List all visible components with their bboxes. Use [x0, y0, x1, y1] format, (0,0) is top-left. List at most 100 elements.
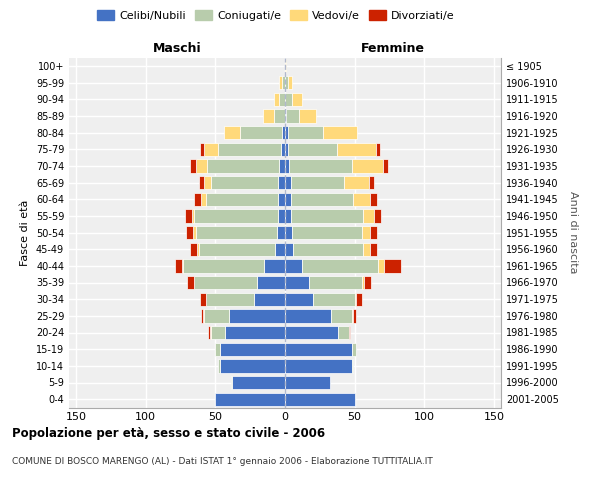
Bar	[286, 109, 299, 122]
Bar	[352, 342, 356, 356]
Bar	[193, 226, 196, 239]
Text: Femmine: Femmine	[361, 42, 425, 55]
Bar	[218, 359, 220, 372]
Bar	[187, 276, 194, 289]
Bar	[370, 226, 377, 239]
Bar	[285, 276, 308, 289]
Bar	[200, 142, 204, 156]
Bar	[278, 176, 285, 189]
Bar	[280, 76, 282, 89]
Bar	[194, 276, 257, 289]
Bar	[225, 326, 285, 339]
Bar	[338, 326, 349, 339]
Bar	[364, 276, 371, 289]
Bar	[285, 292, 313, 306]
Bar	[210, 326, 211, 339]
Bar	[285, 359, 352, 372]
Bar	[282, 126, 285, 139]
Bar	[182, 259, 183, 272]
Bar	[337, 142, 376, 156]
Bar	[264, 259, 285, 272]
Bar	[185, 209, 191, 222]
Bar	[190, 242, 197, 256]
Bar	[218, 142, 281, 156]
Bar	[194, 209, 278, 222]
Bar	[257, 276, 285, 289]
Bar	[220, 359, 285, 372]
Bar	[285, 226, 292, 239]
Bar	[206, 192, 278, 206]
Bar	[353, 309, 356, 322]
Bar	[224, 126, 241, 139]
Bar	[383, 159, 388, 172]
Bar	[352, 159, 383, 172]
Bar	[208, 326, 210, 339]
Bar	[290, 192, 353, 206]
Bar	[290, 209, 363, 222]
Bar	[363, 242, 370, 256]
Bar	[285, 309, 331, 322]
Bar	[204, 142, 218, 156]
Bar	[200, 292, 206, 306]
Bar	[352, 359, 353, 372]
Bar	[285, 126, 288, 139]
Bar	[230, 376, 232, 389]
Bar	[199, 242, 275, 256]
Bar	[274, 92, 280, 106]
Bar	[280, 159, 285, 172]
Bar	[362, 226, 370, 239]
Bar	[186, 226, 193, 239]
Bar	[202, 192, 206, 206]
Bar	[288, 142, 337, 156]
Bar	[292, 226, 362, 239]
Bar	[275, 242, 285, 256]
Bar	[191, 209, 194, 222]
Bar	[194, 192, 202, 206]
Bar	[370, 192, 377, 206]
Bar	[353, 192, 370, 206]
Bar	[285, 259, 302, 272]
Bar	[299, 109, 316, 122]
Bar	[285, 209, 290, 222]
Bar	[363, 209, 374, 222]
Bar	[379, 259, 384, 272]
Bar	[281, 142, 285, 156]
Bar	[278, 209, 285, 222]
Bar	[285, 192, 290, 206]
Bar	[202, 309, 203, 322]
Bar	[207, 159, 280, 172]
Bar	[232, 376, 285, 389]
Bar	[285, 176, 290, 189]
Bar	[285, 142, 288, 156]
Bar	[376, 142, 380, 156]
Bar	[288, 126, 323, 139]
Bar	[384, 259, 401, 272]
Y-axis label: Fasce di età: Fasce di età	[20, 200, 30, 266]
Bar	[220, 342, 285, 356]
Bar	[356, 292, 362, 306]
Bar	[285, 342, 352, 356]
Bar	[344, 176, 368, 189]
Bar	[183, 259, 264, 272]
Bar	[204, 176, 211, 189]
Bar	[308, 276, 362, 289]
Bar	[285, 59, 286, 72]
Bar	[282, 76, 285, 89]
Bar	[302, 259, 379, 272]
Bar	[197, 242, 199, 256]
Bar	[349, 326, 350, 339]
Bar	[362, 276, 364, 289]
Text: Maschi: Maschi	[152, 42, 202, 55]
Bar	[355, 292, 356, 306]
Bar	[211, 176, 278, 189]
Y-axis label: Anni di nascita: Anni di nascita	[568, 191, 578, 274]
Bar	[263, 109, 274, 122]
Text: COMUNE DI BOSCO MARENGO (AL) - Dati ISTAT 1° gennaio 2006 - Elaborazione TUTTITA: COMUNE DI BOSCO MARENGO (AL) - Dati ISTA…	[12, 458, 433, 466]
Bar	[277, 226, 285, 239]
Bar	[292, 92, 302, 106]
Bar	[285, 376, 329, 389]
Bar	[278, 192, 285, 206]
Bar	[285, 326, 338, 339]
Bar	[374, 209, 381, 222]
Bar	[290, 176, 344, 189]
